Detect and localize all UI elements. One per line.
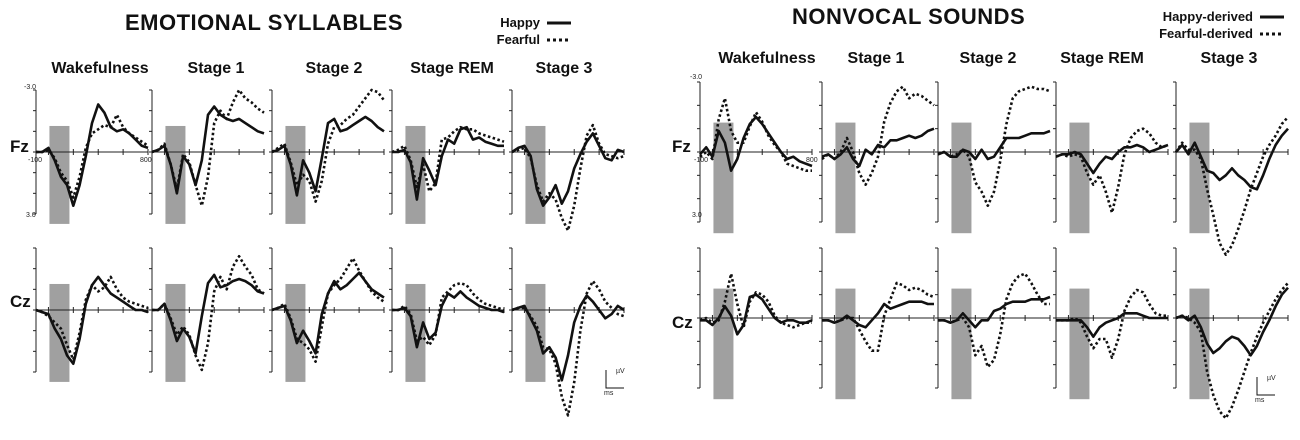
- solid-line-swatch-icon: [547, 21, 571, 24]
- y-tick-bottom-label: 3.0: [692, 212, 702, 219]
- row-label-fz: Fz: [672, 137, 691, 156]
- happy-trace-stage-2-cz: [271, 271, 385, 355]
- nonvocal-sounds-title: NONVOCAL SOUNDS: [792, 4, 1026, 29]
- happy-trace-stage-rem-cz: [1056, 311, 1168, 339]
- happy-trace-wakefulness-fz: [36, 103, 149, 207]
- solid-line-swatch-icon: [1260, 15, 1284, 18]
- happy-trace-stage-2-cz: [938, 295, 1051, 329]
- y-tick-bottom-label: 3.0: [26, 212, 36, 219]
- analysis-window-wakefulness-fz: [713, 122, 734, 234]
- fearful-trace-stage-rem-cz: [1056, 288, 1168, 360]
- stage-label-stage-2: Stage 2: [959, 50, 1017, 67]
- happy-trace-stage-3-cz: [511, 294, 625, 382]
- analysis-window-stage-1-cz: [835, 288, 856, 400]
- analysis-window-stage-rem-cz: [1069, 288, 1090, 400]
- happy-trace-wakefulness-cz: [35, 275, 149, 366]
- legend-label-happy-derived: Happy-derived: [1162, 9, 1253, 24]
- analysis-window-stage-rem-cz: [405, 283, 426, 382]
- happy-trace-stage-3-fz: [1175, 127, 1289, 191]
- legend-entry-fearful-derived: Fearful-derived: [1120, 25, 1285, 42]
- fearful-trace-stage-3-fz: [1174, 116, 1289, 256]
- scale-bar-emotional: µV ms: [604, 368, 630, 397]
- stage-label-stage-2: Stage 2: [305, 60, 363, 77]
- happy-trace-stage-1-cz: [822, 300, 934, 329]
- happy-trace-stage-2-fz: [271, 115, 385, 197]
- x-tick-end-label: 800: [806, 157, 818, 164]
- dotted-line-swatch-icon: [547, 38, 571, 41]
- legend-label-fearful: Fearful: [496, 32, 540, 47]
- legend-entry-happy-derived: Happy-derived: [1120, 8, 1285, 25]
- scale-bar-icon: [605, 370, 624, 389]
- happy-trace-wakefulness-cz: [700, 293, 813, 336]
- dotted-line-swatch-icon: [1260, 32, 1284, 35]
- fearful-trace-stage-3-cz: [511, 279, 625, 417]
- fearful-trace-stage-3-cz: [1175, 282, 1289, 420]
- scale-bar-icon: [1256, 377, 1275, 396]
- fearful-trace-stage-2-fz: [271, 88, 386, 203]
- fearful-trace-wakefulness-cz: [699, 272, 812, 329]
- stage-label-stage-rem: Stage REM: [1060, 50, 1144, 67]
- happy-trace-stage-3-fz: [511, 132, 625, 207]
- fearful-trace-stage-rem-fz: [1055, 127, 1169, 214]
- emotional-syllables-title: EMOTIONAL SYLLABLES: [125, 10, 403, 35]
- stage-label-stage-rem: Stage REM: [410, 60, 494, 77]
- x-tick-start-label: -100: [694, 157, 709, 164]
- row-label-cz: Cz: [672, 313, 693, 332]
- scale-bar-nonvocal: µV ms: [1255, 375, 1281, 404]
- analysis-window-wakefulness-cz: [49, 283, 70, 382]
- analysis-window-stage-2-fz: [951, 122, 972, 234]
- fearful-trace-stage-2-cz: [938, 272, 1050, 369]
- analysis-window-stage-1-fz: [165, 125, 186, 224]
- happy-trace-stage-rem-fz: [1055, 143, 1169, 175]
- stage-label-stage-3: Stage 3: [535, 60, 593, 77]
- scale-bar-y-unit: µV: [616, 368, 625, 375]
- legend-label-fearful-derived: Fearful-derived: [1159, 26, 1253, 41]
- happy-trace-wakefulness-fz: [699, 115, 813, 172]
- row-label-cz: Cz: [10, 292, 31, 311]
- analysis-window-stage-1-fz: [835, 122, 856, 234]
- scale-bar-x-unit: ms: [1255, 397, 1265, 404]
- legend-nonvocal-sounds: Happy-derived Fearful-derived: [1120, 8, 1285, 42]
- happy-trace-stage-rem-cz: [392, 290, 505, 349]
- happy-trace-stage-1-fz: [821, 127, 935, 168]
- stage-label-wakefulness: Wakefulness: [718, 50, 816, 67]
- happy-trace-stage-1-cz: [152, 273, 265, 355]
- fearful-trace-stage-rem-cz: [392, 281, 505, 347]
- scale-bar-y-unit: µV: [1267, 375, 1276, 382]
- x-tick-start-label: -100: [28, 157, 43, 164]
- happy-trace-stage-1-fz: [151, 105, 265, 195]
- stage-label-stage-1: Stage 1: [847, 50, 905, 67]
- legend-entry-happy: Happy: [440, 14, 572, 31]
- x-tick-end-label: 800: [140, 157, 152, 164]
- happy-trace-stage-2-fz: [937, 129, 1051, 161]
- fearful-trace-stage-rem-fz: [391, 125, 505, 193]
- happy-trace-stage-rem-fz: [392, 125, 504, 201]
- stage-label-wakefulness: Wakefulness: [51, 60, 149, 77]
- fearful-trace-wakefulness-fz: [699, 97, 812, 172]
- legend-label-happy: Happy: [500, 15, 540, 30]
- y-tick-top-label: -3.0: [690, 74, 703, 81]
- analysis-window-stage-rem-fz: [405, 125, 426, 224]
- happy-trace-stage-3-cz: [1175, 286, 1289, 357]
- legend-emotional-syllables: Happy Fearful: [440, 14, 572, 48]
- legend-entry-fearful: Fearful: [440, 31, 572, 48]
- analysis-window-stage-3-cz: [525, 283, 546, 382]
- analysis-window-stage-2-cz: [951, 288, 972, 400]
- analysis-window-stage-rem-fz: [1069, 122, 1090, 234]
- fearful-trace-stage-2-fz: [937, 85, 1051, 207]
- fearful-trace-stage-1-fz: [821, 85, 935, 186]
- y-tick-top-label: -3.0: [24, 84, 37, 91]
- stage-label-stage-1: Stage 1: [187, 60, 245, 77]
- scale-bar-x-unit: ms: [604, 390, 614, 397]
- stage-label-stage-3: Stage 3: [1200, 50, 1258, 67]
- analysis-window-stage-3-fz: [1189, 122, 1210, 234]
- analysis-window-stage-2-fz: [285, 125, 306, 224]
- fearful-trace-stage-1-cz: [822, 281, 935, 353]
- row-label-fz: Fz: [10, 137, 29, 156]
